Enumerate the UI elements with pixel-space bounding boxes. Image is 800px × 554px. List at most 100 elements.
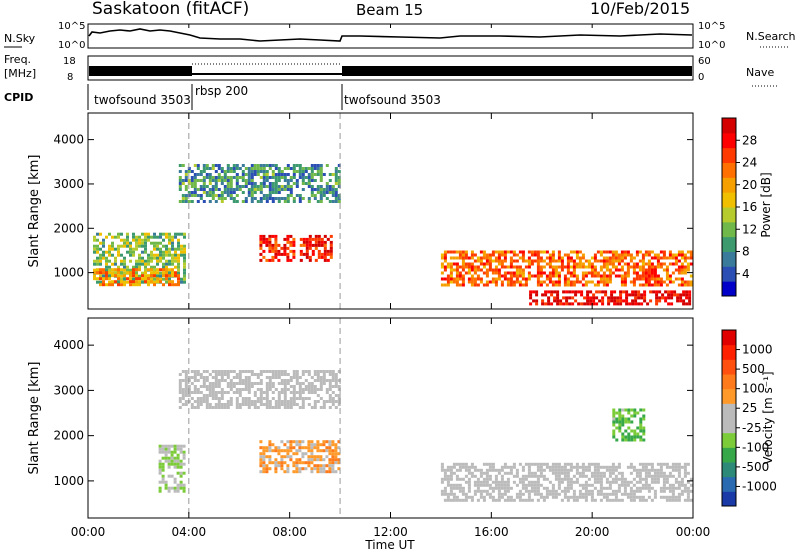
heatmap-cell-evening-band xyxy=(527,265,531,269)
heatmap-cell-arc xyxy=(232,191,236,194)
heatmap-cell-evening-band xyxy=(689,250,693,254)
heatmap-cell-patch-0700 xyxy=(268,249,272,253)
heatmap-cell-evening-band xyxy=(566,268,570,272)
heatmap-cell-evening-ground xyxy=(556,293,560,297)
heatmap-cell-arc xyxy=(238,370,242,373)
heatmap-cell-evening-ground xyxy=(503,498,507,502)
heatmap-cell-arc xyxy=(283,394,287,397)
heatmap-cell-evening-ground xyxy=(671,468,675,472)
heatmap-cell-early-flow xyxy=(164,450,168,454)
heatmap-cell-evening-ground xyxy=(533,483,537,487)
ytick-label: 2000 xyxy=(53,221,84,235)
heatmap-cell-arc xyxy=(229,194,233,197)
heatmap-cell-evening-band xyxy=(689,262,693,266)
heatmap-cell-arc xyxy=(283,176,287,179)
heatmap-cell-arc xyxy=(316,200,320,203)
heatmap-cell-early-near-range xyxy=(114,274,117,278)
heatmap-cell-arc xyxy=(259,394,263,397)
heatmap-cell-early-near-range xyxy=(111,268,114,272)
heatmap-cell-arc xyxy=(184,376,188,379)
heatmap-cell-early-flow xyxy=(173,447,177,451)
heatmap-cell-early-backscatter xyxy=(129,268,132,272)
heatmap-cell-evening-band xyxy=(671,256,675,260)
heatmap-cell-evening-band xyxy=(524,265,528,269)
heatmap-cell-early-flow xyxy=(164,453,168,457)
heatmap-cell-arc xyxy=(214,397,218,400)
heatmap-cell-arc xyxy=(196,400,200,403)
heatmap-cell-evening-band xyxy=(455,271,459,275)
heatmap-cell-evening-ground xyxy=(686,462,690,466)
heatmap-cell-arc xyxy=(286,200,290,203)
heatmap-cell-evening-ground xyxy=(578,483,582,487)
heatmap-cell-evening-band xyxy=(563,274,567,278)
heatmap-cell-evening-ground xyxy=(667,296,671,300)
heatmap-cell-arc xyxy=(190,194,194,197)
heatmap-cell-arc xyxy=(292,173,296,176)
heatmap-cell-arc xyxy=(220,388,224,391)
colorbar-swatch xyxy=(722,207,736,223)
heatmap-cell-evening-ground xyxy=(638,468,642,472)
heatmap-cell-arc xyxy=(247,379,251,382)
heatmap-cell-evening-band xyxy=(524,259,528,263)
heatmap-cell-evening-band xyxy=(548,253,552,257)
heatmap-cell-early-near-range xyxy=(138,277,141,281)
heatmap-cell-early-backscatter xyxy=(174,247,177,251)
heatmap-cell-morning-flow xyxy=(262,470,266,474)
heatmap-cell-early-backscatter xyxy=(171,256,174,260)
heatmap-cell-morning-flow xyxy=(280,461,284,465)
heatmap-cell-evening-band xyxy=(521,271,525,275)
heatmap-cell-arc xyxy=(310,176,314,179)
heatmap-cell-arc xyxy=(274,388,278,391)
heatmap-cell-evening-ground xyxy=(686,498,690,502)
heatmap-cell-evening-band xyxy=(536,271,540,275)
heatmap-cell-late-eastward xyxy=(630,408,634,412)
heatmap-cell-evening-ground xyxy=(572,465,576,469)
heatmap-cell-evening-ground xyxy=(623,489,627,493)
heatmap-cell-arc xyxy=(304,370,308,373)
heatmap-cell-evening-ground xyxy=(685,293,689,297)
heatmap-cell-evening-ground xyxy=(596,462,600,466)
heatmap-cell-early-near-range xyxy=(144,280,147,284)
heatmap-cell-arc xyxy=(229,385,233,388)
heatmap-cell-evening-ground xyxy=(479,489,483,493)
heatmap-cell-early-near-range xyxy=(120,283,123,287)
heatmap-cell-evening-ground xyxy=(631,293,635,297)
heatmap-cell-evening-ground xyxy=(551,471,555,475)
heatmap-cell-evening-band xyxy=(482,253,486,257)
heatmap-cell-arc xyxy=(226,382,230,385)
heatmap-cell-evening-ground xyxy=(625,293,629,297)
heatmap-cell-evening-band xyxy=(641,268,645,272)
heatmap-cell-evening-band xyxy=(644,271,648,275)
nsky-tick-bottom: 10^0 xyxy=(58,40,85,51)
heatmap-cell-evening-ground xyxy=(500,480,504,484)
heatmap-cell-evening-band xyxy=(602,283,606,287)
heatmap-cell-evening-band xyxy=(506,265,510,269)
heatmap-cell-evening-ground xyxy=(664,290,668,294)
heatmap-cell-evening-band xyxy=(578,262,582,266)
power-ylabel: Slant Range [km] xyxy=(27,155,42,268)
heatmap-cell-early-backscatter xyxy=(171,247,174,251)
heatmap-cell-evening-band xyxy=(509,256,513,260)
heatmap-cell-early-flow xyxy=(176,465,180,469)
heatmap-cell-arc xyxy=(259,397,263,400)
heatmap-cell-early-flow xyxy=(176,453,180,457)
heatmap-cell-evening-ground xyxy=(683,471,687,475)
heatmap-cell-evening-band xyxy=(581,265,585,269)
heatmap-cell-early-flow xyxy=(167,462,171,466)
heatmap-cell-early-near-range xyxy=(117,271,120,275)
heatmap-cell-morning-flow xyxy=(328,467,332,471)
heatmap-cell-evening-band xyxy=(521,256,525,260)
heatmap-cell-evening-band xyxy=(458,271,462,275)
heatmap-cell-evening-band xyxy=(629,256,633,260)
heatmap-cell-evening-ground xyxy=(632,498,636,502)
heatmap-cell-morning-flow xyxy=(334,458,338,462)
heatmap-cell-early-flow xyxy=(167,486,171,490)
heatmap-cell-evening-ground xyxy=(529,290,533,294)
heatmap-cell-evening-band xyxy=(596,283,600,287)
heatmap-cell-evening-band xyxy=(449,277,453,281)
heatmap-cell-arc xyxy=(289,188,293,191)
heatmap-cell-evening-ground xyxy=(449,474,453,478)
heatmap-cell-evening-band xyxy=(644,250,648,254)
heatmap-cell-early-flow xyxy=(164,444,168,448)
heatmap-cell-early-backscatter xyxy=(105,268,108,272)
